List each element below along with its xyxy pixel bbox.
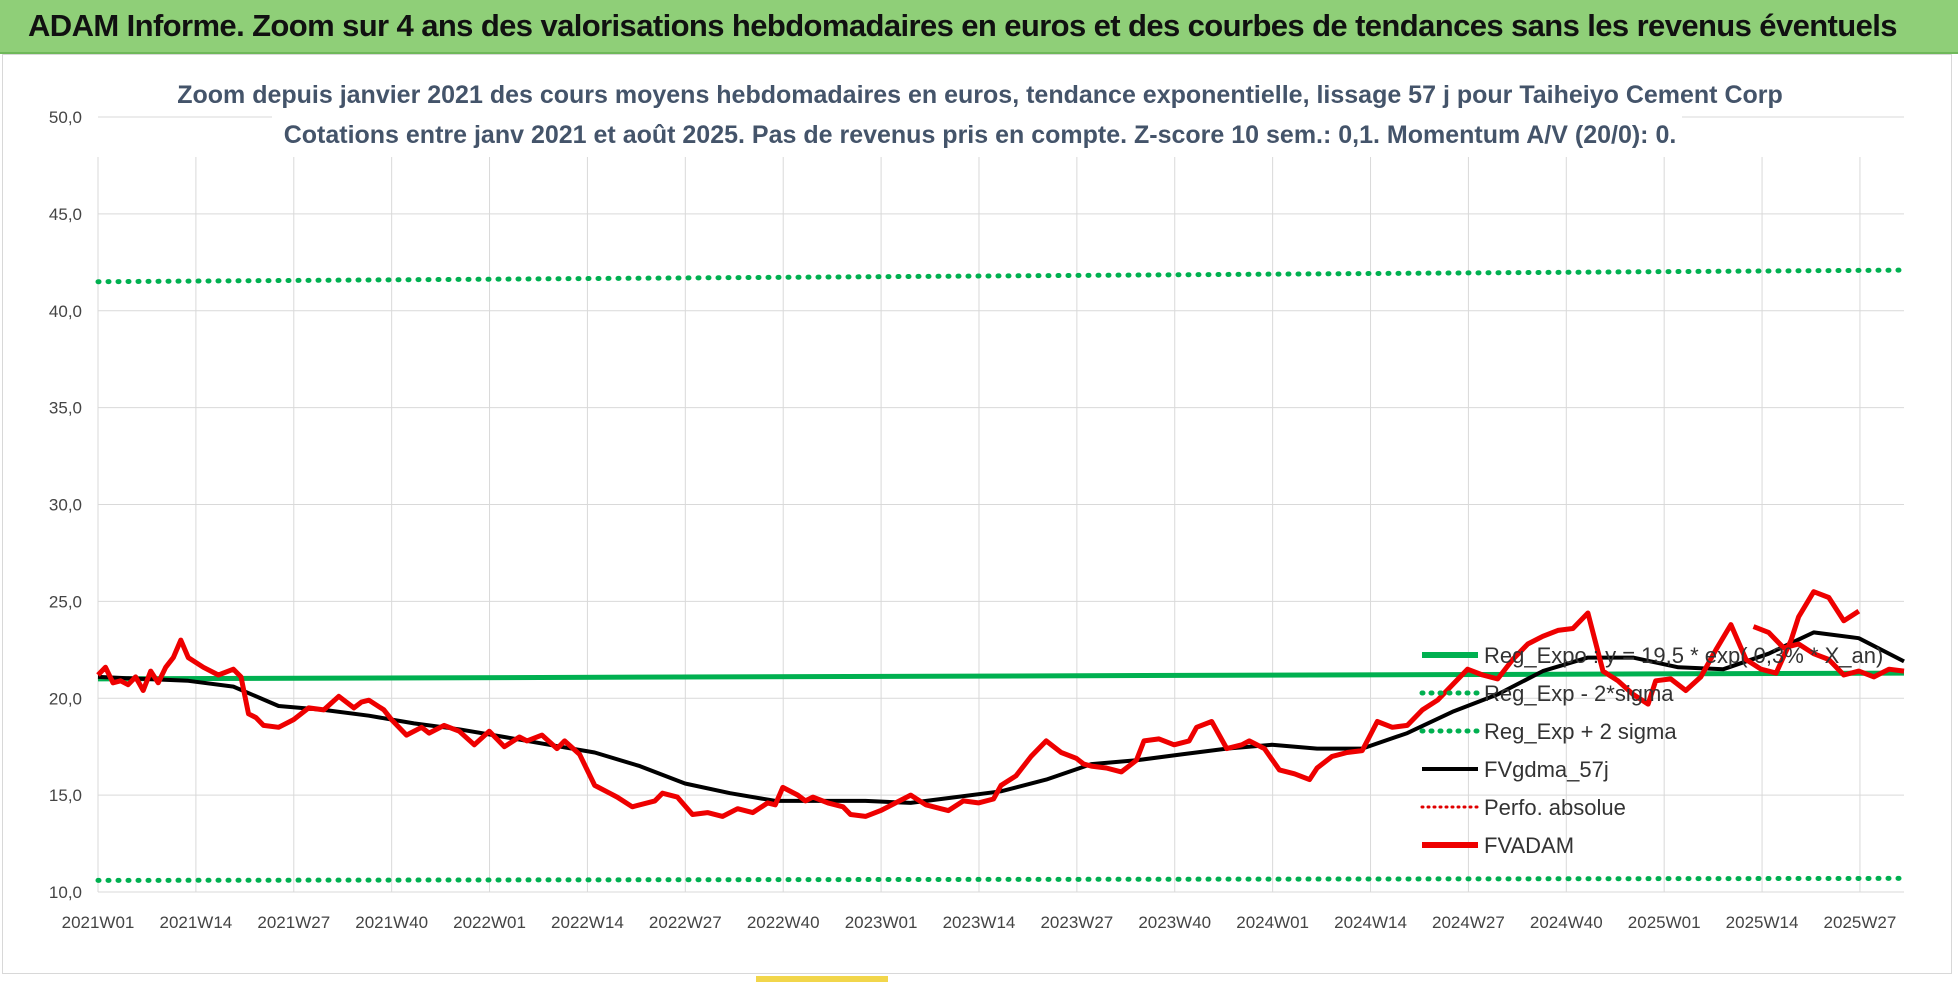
x-tick-label: 2021W14 xyxy=(159,913,232,932)
legend: Reg_Expo : y = 19,5 * exp( 0,3% * X_an) R… xyxy=(1419,643,1883,858)
chart-title-line1: Zoom depuis janvier 2021 des cours moyen… xyxy=(177,81,1783,109)
x-tick-label: 2022W14 xyxy=(551,913,624,932)
legend-label-sigma_plus: Reg_Exp + 2 sigma xyxy=(1484,719,1677,744)
x-tick-label: 2024W14 xyxy=(1334,913,1407,932)
legend-label-fvadam: FVADAM xyxy=(1484,833,1574,858)
x-tick-label: 2025W27 xyxy=(1824,913,1897,932)
y-axis-ticks: 10,0 15,0 20,0 25,0 30,0 35,0 40,0 45,0 50,0 xyxy=(49,108,82,902)
x-tick-label: 2023W14 xyxy=(943,913,1016,932)
x-axis-ticks: 2021W01 2021W14 2021W27 2021W40 2022W01 2022W… xyxy=(62,913,1897,932)
x-tick-label: 2021W40 xyxy=(355,913,428,932)
y-tick-label: 15,0 xyxy=(49,786,82,805)
y-tick-label: 50,0 xyxy=(49,108,82,127)
chart-area-border xyxy=(2,54,1952,974)
header-banner: ADAM Informe. Zoom sur 4 ans des valoris… xyxy=(0,0,1958,54)
x-tick-label: 2023W40 xyxy=(1138,913,1211,932)
legend-label-reg_expo: Reg_Expo : y = 19,5 * exp( 0,3% * X_an) xyxy=(1484,643,1883,668)
y-tick-label: 40,0 xyxy=(49,302,82,321)
series-reg-expo xyxy=(97,670,1905,682)
x-tick-label: 2023W01 xyxy=(845,913,918,932)
x-tick-label: 2021W01 xyxy=(62,913,135,932)
x-tick-label: 2022W40 xyxy=(747,913,820,932)
chart-title-line2: Cotations entre janv 2021 et août 2025. … xyxy=(284,121,1677,149)
legend-label-sigma_minus: Reg_Exp - 2*sigma xyxy=(1484,681,1674,706)
y-tick-label: 25,0 xyxy=(49,592,82,611)
x-tick-label: 2022W27 xyxy=(649,913,722,932)
grid-lines xyxy=(97,116,1904,893)
y-tick-label: 35,0 xyxy=(49,399,82,418)
banner-title: ADAM Informe. Zoom sur 4 ans des valoris… xyxy=(28,8,1898,43)
series-lines xyxy=(95,267,1907,883)
series-fvadam xyxy=(96,589,1861,819)
bottom-marker xyxy=(756,976,888,982)
title-background xyxy=(272,80,1682,150)
y-tick-label: 45,0 xyxy=(49,205,82,224)
y-tick-label: 30,0 xyxy=(49,496,82,515)
x-tick-label: 2024W40 xyxy=(1530,913,1603,932)
x-tick-label: 2025W01 xyxy=(1628,913,1701,932)
series-fvgdma xyxy=(97,630,1905,805)
x-tick-label: 2021W27 xyxy=(257,913,330,932)
legend-label-perfo: Perfo. absolue xyxy=(1484,795,1626,820)
x-tick-label: 2024W01 xyxy=(1236,913,1309,932)
series-sigma-minus xyxy=(95,875,1907,883)
legend-label-fvgdma: FVgdma_57j xyxy=(1484,757,1609,782)
x-tick-label: 2024W27 xyxy=(1432,913,1505,932)
series-sigma-plus xyxy=(95,267,1907,285)
x-tick-label: 2023W27 xyxy=(1040,913,1113,932)
y-tick-label: 10,0 xyxy=(49,883,82,902)
x-tick-label: 2025W14 xyxy=(1726,913,1799,932)
y-tick-label: 20,0 xyxy=(49,689,82,708)
series-fvadam-tail xyxy=(1752,624,1905,680)
x-tick-label: 2022W01 xyxy=(453,913,526,932)
